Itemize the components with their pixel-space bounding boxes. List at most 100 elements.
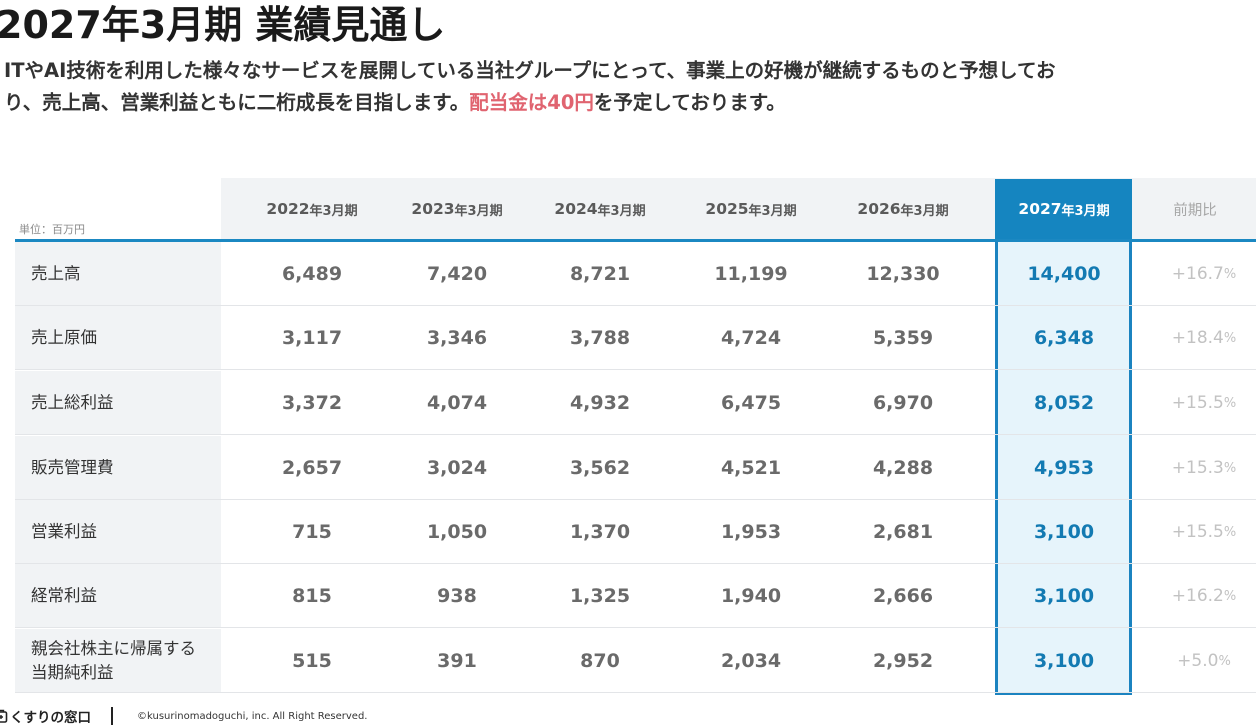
value-cell: 2,952 (872, 650, 934, 672)
forecast-value-cell: 6,348 (1033, 327, 1095, 349)
row-label-background (15, 242, 221, 306)
row-label-background (15, 500, 221, 564)
value-cell: 2,657 (281, 457, 343, 479)
row-divider (15, 563, 1256, 564)
column-header-2024: 2024 年3月期 (530, 178, 670, 240)
value-cell: 3,346 (426, 327, 488, 349)
row-label-background (15, 564, 221, 628)
yoy-value: +18.4 (1171, 328, 1224, 348)
value-cell: 2,034 (720, 650, 782, 672)
row-label: 営業利益 (31, 522, 97, 541)
footer-separator (111, 707, 113, 725)
value-cell: 3,788 (569, 327, 631, 349)
dividend-highlight: 配当金は40円 (469, 91, 594, 114)
yoy-value: +15.5 (1171, 522, 1224, 542)
value-cell: 7,420 (426, 263, 488, 285)
value-cell: 1,050 (426, 521, 488, 543)
company-logo-text: くすりの窓口 (10, 710, 91, 726)
yoy-cell: +5.0% (1152, 629, 1256, 693)
value-cell: 938 (437, 585, 477, 607)
column-header-2022: 2022 年3月期 (242, 178, 382, 240)
value-cell: 2,666 (872, 585, 934, 607)
column-header-suffix: 年3月期 (597, 203, 646, 219)
value-cell: 6,475 (720, 392, 782, 414)
yoy-value: +16.2 (1171, 586, 1224, 606)
copyright: ©kusurinomadoguchi, inc. All Right Reser… (137, 710, 368, 722)
value-cell: 391 (437, 650, 477, 672)
row-divider (15, 499, 1256, 500)
table-row: 販売管理費 2,657 3,024 3,562 4,521 4,288 4,953 +15.3… (15, 436, 1256, 500)
column-header-year: 2023 (411, 200, 455, 218)
yoy-cell: +15.5% (1152, 371, 1256, 435)
value-cell: 715 (292, 521, 332, 543)
page-title: 2027年3月期 業績見通し (0, 3, 446, 47)
table-row: 売上原価 3,117 3,346 3,788 4,724 5,359 6,348 +18.4% (15, 306, 1256, 370)
row-label-background (15, 436, 221, 500)
row-label: 経常利益 (31, 586, 97, 605)
pill-bag-icon (0, 709, 8, 723)
forecast-header-background (995, 179, 1132, 241)
table-row: 営業利益 715 1,050 1,370 1,953 2,681 3,100 +15.5% (15, 500, 1256, 564)
table-row: 経常利益 815 938 1,325 1,940 2,666 3,100 +16.2% (15, 564, 1256, 628)
forecast-value-cell: 8,052 (1033, 392, 1095, 414)
row-label: 売上原価 (31, 328, 97, 347)
row-divider (15, 369, 1256, 370)
row-divider (15, 692, 1256, 693)
row-divider (15, 434, 1256, 435)
yoy-percent-sign: % (1218, 653, 1231, 669)
subtitle-text: り、売上高、営業利益ともに二桁成長を目指します。 (4, 91, 470, 114)
yoy-cell: +16.2% (1152, 564, 1256, 628)
yoy-percent-sign: % (1223, 588, 1237, 604)
page-subtitle: ITやAI技術を利用した様々なサービスを展開している当社グループにとって、事業上… (4, 55, 1256, 119)
value-cell: 4,521 (720, 457, 782, 479)
yoy-percent-sign: % (1223, 460, 1237, 476)
footer: くすりの窓口 ©kusurinomadoguchi, inc. All Righ… (0, 704, 368, 728)
column-header-suffix: 年3月期 (748, 203, 797, 219)
yoy-percent-sign: % (1223, 330, 1237, 346)
unit-label: 単位：百万円 (19, 223, 85, 236)
value-cell: 3,562 (569, 457, 631, 479)
yoy-value: +15.5 (1171, 393, 1224, 413)
row-label-background (15, 371, 221, 435)
table-row: 売上高 6,489 7,420 8,721 11,199 12,330 14,400 +16.… (15, 242, 1256, 306)
yoy-cell: +15.5% (1152, 500, 1256, 564)
table-row: 親会社株主に帰属する 当期純利益 515 391 870 2,034 2,952 3,100… (15, 629, 1256, 693)
forecast-value-cell: 3,100 (1033, 650, 1095, 672)
row-label-background (15, 306, 221, 370)
value-cell: 5,359 (872, 327, 934, 349)
value-cell: 8,721 (569, 263, 631, 285)
value-cell: 4,074 (426, 392, 488, 414)
subtitle-text-end: を予定しております。 (593, 91, 786, 114)
row-label: 売上総利益 (31, 393, 114, 412)
value-cell: 870 (580, 650, 620, 672)
yoy-percent-sign: % (1223, 524, 1237, 540)
table-row: 売上総利益 3,372 4,074 4,932 6,475 6,970 8,052 +15.5… (15, 371, 1256, 435)
yoy-percent-sign: % (1223, 395, 1237, 411)
value-cell: 4,724 (720, 327, 782, 349)
yoy-value: +5.0 (1177, 651, 1219, 671)
column-header-year: 2027 (1018, 200, 1062, 218)
forecast-value-cell: 4,953 (1033, 457, 1095, 479)
column-header-year: 2025 (705, 200, 749, 218)
yoy-cell: +16.7% (1152, 242, 1256, 306)
value-cell: 6,489 (281, 263, 343, 285)
value-cell: 515 (292, 650, 332, 672)
column-header-suffix: 年3月期 (309, 203, 358, 219)
row-label-background (15, 629, 221, 693)
yoy-cell: +15.3% (1152, 436, 1256, 500)
column-header-suffix: 年3月期 (1061, 203, 1110, 219)
forecast-value-cell: 14,400 (1027, 263, 1101, 285)
value-cell: 3,117 (281, 327, 343, 349)
forecast-value-cell: 3,100 (1033, 585, 1095, 607)
row-label: 親会社株主に帰属する 当期純利益 (31, 639, 196, 682)
value-cell: 3,024 (426, 457, 488, 479)
value-cell: 815 (292, 585, 332, 607)
column-header-year: 2026 (857, 200, 901, 218)
value-cell: 12,330 (866, 263, 940, 285)
yoy-value: +16.7 (1171, 264, 1224, 284)
column-header-suffix: 年3月期 (454, 203, 503, 219)
value-cell: 1,953 (720, 521, 782, 543)
yoy-cell: +18.4% (1152, 306, 1256, 370)
column-header-2025: 2025 年3月期 (681, 178, 821, 240)
